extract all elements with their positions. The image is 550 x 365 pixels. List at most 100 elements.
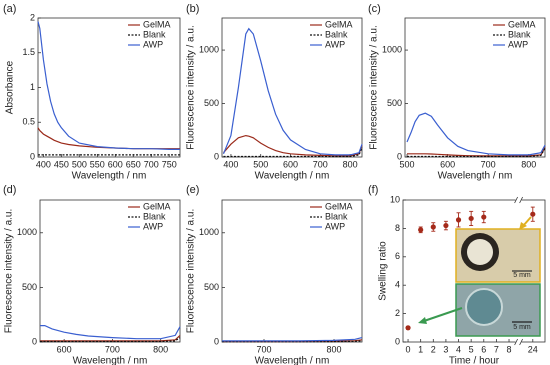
series-line bbox=[37, 21, 180, 150]
legend-label: GelMA bbox=[508, 19, 536, 29]
series-line bbox=[37, 127, 180, 150]
arrows bbox=[418, 216, 532, 324]
x-axis-label: Time / hour bbox=[449, 356, 500, 365]
data-point bbox=[430, 224, 436, 230]
data-point bbox=[455, 217, 462, 223]
legend-label: AWP bbox=[325, 221, 345, 231]
y-axis-label: Fluorescence intensity / a.u. bbox=[4, 209, 15, 334]
axis-break-mark bbox=[514, 338, 518, 346]
series-line bbox=[40, 325, 181, 340]
y-tick-label: 500 bbox=[204, 98, 219, 108]
series-line bbox=[407, 147, 546, 157]
y-tick-label: 1.5 bbox=[22, 47, 35, 57]
x-tick-label: 600 bbox=[440, 159, 455, 169]
panel: 600 700 800 0 500 1000 Wavelength / nm Fluoresc… bbox=[3, 184, 181, 365]
y-tick-label: 0 bbox=[214, 151, 219, 161]
series-line bbox=[222, 27, 363, 156]
legend-label: GelMA bbox=[325, 19, 353, 29]
x-tick-label: 600 bbox=[283, 159, 298, 169]
y-tick-label: 1000 bbox=[382, 44, 402, 54]
x-tick-label: 800 bbox=[521, 159, 536, 169]
x-tick-label: 400 bbox=[223, 159, 238, 169]
x-tick-label: 1 bbox=[418, 344, 423, 354]
arrowhead bbox=[418, 317, 427, 324]
y-axis-label: Absorbance bbox=[5, 60, 16, 114]
x-tick-label: 500 bbox=[253, 159, 268, 169]
x-axis-label: Wavelength / nm bbox=[72, 171, 147, 182]
x-tick-label: 8 bbox=[507, 344, 512, 354]
x-tick-label: 5 bbox=[469, 344, 474, 354]
data-point bbox=[418, 227, 424, 233]
series-line bbox=[222, 337, 363, 342]
gel-dry-center bbox=[467, 239, 493, 265]
y-axis-label: Swelling ratio bbox=[378, 241, 389, 301]
data-point bbox=[481, 214, 487, 220]
y-tick-label: 0 bbox=[395, 336, 400, 346]
legend-label: GelMA bbox=[325, 201, 353, 211]
y-tick-label: 500 bbox=[204, 282, 219, 292]
x-tick-label: 700 bbox=[481, 159, 496, 169]
data-point bbox=[530, 211, 536, 217]
series-line bbox=[223, 134, 363, 157]
data-point bbox=[468, 215, 474, 222]
x-tick-label: 500 bbox=[400, 159, 415, 169]
x-axis-label: Wavelength / nm bbox=[255, 356, 330, 365]
panel-label: (f) bbox=[368, 184, 378, 196]
legend-label: AWP bbox=[508, 39, 528, 49]
y-tick-label: 0 bbox=[214, 336, 219, 346]
y-tick-label: 6 bbox=[395, 251, 400, 261]
y-tick-label: 0 bbox=[30, 151, 35, 161]
x-tick-label: 400 bbox=[36, 159, 51, 169]
legend-label: GelMA bbox=[143, 201, 171, 211]
y-tick-label: 500 bbox=[387, 98, 402, 108]
data-point bbox=[405, 325, 411, 331]
data-point bbox=[443, 222, 449, 229]
legend-label: Blank bbox=[508, 29, 531, 39]
y-axis-label: Fluorescence intensity / a.u. bbox=[186, 25, 197, 150]
y-tick-label: 500 bbox=[22, 282, 37, 292]
panel: 400 500 600 700 800 0 500 1000 Wavelength / nm Fl… bbox=[186, 3, 363, 182]
y-tick-label: 8 bbox=[395, 223, 400, 233]
legend-label: AWP bbox=[143, 39, 163, 49]
x-tick-label: 600 bbox=[57, 344, 72, 354]
x-tick-label: 0 bbox=[406, 344, 411, 354]
x-tick-label: 800 bbox=[343, 159, 358, 169]
axis-break-mark bbox=[519, 196, 523, 204]
x-axis-label: Wavelength / nm bbox=[438, 171, 513, 182]
x-tick-label: 24 bbox=[528, 344, 538, 354]
x-tick-label: 500 bbox=[72, 159, 87, 169]
photo-top: 5 mm bbox=[455, 228, 541, 283]
y-tick-label: 1000 bbox=[199, 44, 219, 54]
panel-label: (b) bbox=[186, 3, 199, 15]
arrow-green bbox=[423, 307, 463, 322]
x-tick-label: 3 bbox=[443, 344, 448, 354]
x-tick-label: 6 bbox=[481, 344, 486, 354]
panel: 400 450 500 550 600 650 700 750 0 0.5 1 1.5 2 Wavelen… bbox=[3, 3, 181, 182]
x-tick-label: 7 bbox=[494, 344, 499, 354]
y-tick-label: 0.5 bbox=[22, 117, 35, 127]
x-tick-label: 700 bbox=[105, 344, 120, 354]
x-tick-label: 450 bbox=[54, 159, 69, 169]
x-tick-label: 750 bbox=[162, 159, 177, 169]
axis-break-gap bbox=[515, 340, 522, 344]
series-line bbox=[406, 112, 546, 156]
legend-label: AWP bbox=[325, 39, 345, 49]
legend-label: Balnk bbox=[325, 29, 348, 39]
scale-label: 5 mm bbox=[513, 324, 531, 331]
scale-label: 5 mm bbox=[513, 272, 531, 279]
panel: 700 800 0 500 1000 Wavelength / nm Fluorescenc… bbox=[186, 184, 363, 365]
legend-label: Blank bbox=[143, 211, 166, 221]
x-tick-label: 700 bbox=[256, 344, 271, 354]
series-line bbox=[40, 334, 181, 342]
x-axis-label: Wavelength / nm bbox=[73, 356, 148, 365]
y-tick-label: 0 bbox=[32, 336, 37, 346]
y-tick-label: 1000 bbox=[17, 227, 37, 237]
panel-label: (d) bbox=[3, 184, 16, 196]
x-tick-label: 700 bbox=[313, 159, 328, 169]
y-axis-label: Fluorescence intensity / a.u. bbox=[186, 209, 197, 334]
legend-label: Blank bbox=[143, 29, 166, 39]
y-tick-label: 1000 bbox=[199, 227, 219, 237]
plot-frame bbox=[402, 199, 546, 343]
